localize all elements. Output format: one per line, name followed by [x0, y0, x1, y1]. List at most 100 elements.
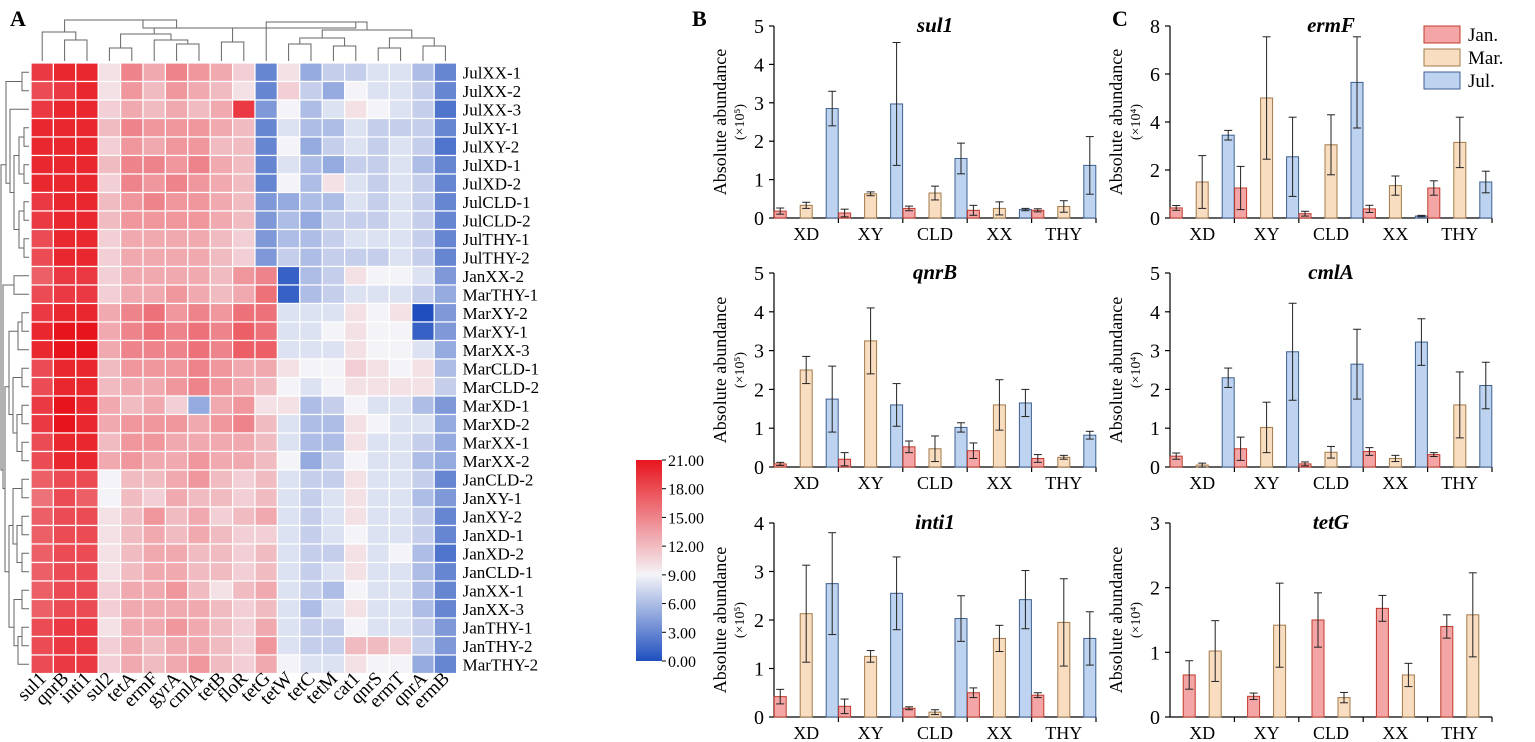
heatmap-cell [97, 321, 122, 342]
heatmap-cell [366, 450, 390, 471]
heatmap-cell [97, 284, 122, 305]
heatmap-cell [52, 395, 77, 416]
heatmap-cell [232, 136, 256, 157]
heatmap-cell [254, 210, 278, 231]
heatmap-row-label: JulXX-1 [463, 63, 522, 82]
heatmap-cell [142, 136, 166, 157]
heatmap-cell [254, 395, 278, 416]
heatmap-cell [366, 80, 390, 101]
heatmap-cell [344, 321, 368, 342]
x-tick-label: CLD [917, 723, 953, 742]
heatmap-cell [97, 210, 122, 231]
heatmap-cell [276, 617, 301, 638]
heatmap-cell [187, 395, 211, 416]
heatmap-cell [142, 487, 166, 508]
heatmap-cell [209, 524, 234, 545]
heatmap-cell [344, 543, 368, 564]
heatmap-cell [52, 117, 77, 138]
heatmap-cell [321, 136, 346, 157]
heatmap-row-label: JulTHY-1 [463, 230, 530, 249]
heatmap-cell [97, 228, 122, 249]
heatmap-cell [30, 524, 54, 545]
y-axis-unit: (×10⁴) [1129, 352, 1144, 388]
heatmap-cell [254, 561, 278, 582]
y-tick-label: 1 [754, 659, 764, 681]
y-tick-label: 5 [1150, 263, 1160, 285]
heatmap-cell [142, 247, 166, 268]
dendrogram-branch [21, 367, 29, 388]
heatmap-cell [52, 136, 77, 157]
heatmap-cell [411, 450, 435, 471]
heatmap-cell [142, 561, 166, 582]
y-tick-label: 5 [754, 263, 764, 285]
heatmap-cell [119, 173, 144, 194]
x-tick-label: XD [793, 473, 819, 493]
heatmap-cell [276, 358, 301, 379]
heatmap-cell [119, 154, 144, 175]
heatmap-cell [209, 247, 234, 268]
heatmap-cell [366, 136, 390, 157]
heatmap-cell [321, 284, 346, 305]
heatmap-cell [75, 339, 99, 360]
heatmap-cell [119, 284, 144, 305]
heatmap-cell [142, 265, 166, 286]
heatmap-row-label: MarXY-2 [463, 304, 528, 323]
heatmap-cell [411, 321, 435, 342]
x-tick-label: THY [1441, 723, 1478, 742]
dendrogram-branch [377, 47, 402, 61]
x-tick-label: CLD [1313, 723, 1349, 742]
heatmap-cell [254, 580, 278, 601]
heatmap-cell [254, 506, 278, 527]
heatmap-cell [433, 136, 458, 157]
y-tick-label: 0 [1150, 707, 1160, 729]
dendrogram-branch [21, 626, 29, 647]
colorbar-tick-label: 9.00 [668, 568, 696, 585]
heatmap-row-label: JulXX-2 [463, 82, 522, 101]
heatmap-cell [321, 469, 346, 490]
heatmap-cell [209, 136, 234, 157]
heatmap-cell [119, 469, 144, 490]
heatmap-cell [433, 154, 458, 175]
heatmap-cell [299, 191, 323, 212]
heatmap-cell [388, 136, 413, 157]
heatmap-cell [119, 376, 144, 397]
heatmap-cell [366, 117, 390, 138]
heatmap-cell [344, 99, 368, 120]
heatmap-cell [254, 154, 278, 175]
heatmap-cell [142, 413, 166, 434]
heatmap-cell [388, 413, 413, 434]
x-tick-label: XY [1254, 224, 1280, 244]
heatmap-cell [30, 487, 54, 508]
heatmap-cell [52, 265, 77, 286]
heatmap-cell [276, 284, 301, 305]
heatmap-cell [411, 432, 435, 453]
dendrogram-branch [153, 39, 189, 61]
heatmap-cell [209, 80, 234, 101]
dendrogram-branch [422, 45, 446, 61]
x-tick-label: XD [1189, 473, 1215, 493]
y-tick-label: 4 [1150, 302, 1160, 324]
heatmap-cell [30, 543, 54, 564]
heatmap-cell [75, 395, 99, 416]
heatmap-cell [52, 561, 77, 582]
heatmap-cell [164, 136, 189, 157]
heatmap-cell [254, 99, 278, 120]
heatmap-cell [299, 432, 323, 453]
heatmap-cell [30, 376, 54, 397]
y-tick-label: 1 [754, 418, 764, 440]
heatmap-cell [30, 635, 54, 656]
heatmap-cell [366, 598, 390, 619]
heatmap-row-label: JanXX-1 [463, 581, 524, 600]
heatmap-cell [299, 62, 323, 83]
heatmap-cell [97, 506, 122, 527]
heatmap-row-label: JulXY-1 [463, 119, 520, 138]
heatmap-cell [142, 580, 166, 601]
dendrogram-branch [18, 136, 24, 175]
heatmap-cell [97, 524, 122, 545]
heatmap-cell [388, 635, 413, 656]
dendrogram-branch [142, 20, 357, 29]
dendrogram-branch [23, 164, 29, 184]
heatmap-cell [299, 635, 323, 656]
x-tick-label: XY [1254, 723, 1280, 742]
heatmap-cell [321, 321, 346, 342]
